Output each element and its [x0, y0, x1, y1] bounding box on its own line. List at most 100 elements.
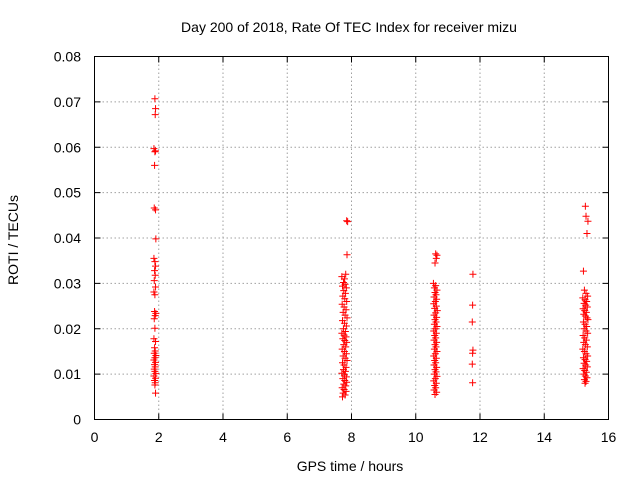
data-point [152, 337, 160, 345]
plot-frame [94, 56, 609, 420]
data-point [432, 250, 440, 258]
data-point [150, 277, 158, 285]
data-point [579, 354, 587, 362]
data-point [339, 335, 347, 343]
data-point [342, 270, 350, 278]
data-point [339, 282, 347, 290]
data-point [344, 218, 352, 226]
data-point [431, 259, 439, 267]
data-point [151, 148, 159, 156]
data-point [582, 212, 590, 220]
data-point [150, 254, 158, 262]
data-point [584, 292, 592, 300]
data-point [341, 376, 349, 384]
data-point [581, 202, 589, 210]
data-point [580, 376, 588, 384]
y-tick-labels: 0 0.01 0.02 0.03 0.04 0.05 0.06 0.07 0.08 [54, 49, 81, 428]
data-point [342, 333, 350, 341]
chart-title: Day 200 of 2018, Rate Of TEC Index for r… [181, 19, 517, 35]
y-tick-label: 0.06 [54, 139, 81, 155]
data-point [343, 298, 351, 306]
data-point [432, 254, 440, 262]
data-point [152, 283, 160, 291]
data-point [579, 305, 587, 313]
data-point [583, 363, 591, 371]
data-point [583, 229, 591, 237]
x-tick-label: 6 [283, 429, 291, 445]
data-point [339, 375, 347, 383]
data-point [581, 372, 589, 380]
data-point [151, 267, 159, 275]
data-point [339, 278, 347, 286]
data-point [468, 360, 476, 368]
data-point [581, 312, 589, 320]
data-point [340, 386, 348, 394]
data-point [341, 327, 349, 335]
data-point [341, 367, 349, 375]
y-axis-label: ROTI / TECUs [5, 195, 21, 285]
x-tick-label: 10 [408, 429, 424, 445]
data-point [339, 393, 347, 401]
data-point [151, 312, 159, 320]
data-point [584, 352, 592, 360]
data-point [431, 391, 439, 399]
grid [94, 56, 609, 420]
data-point [581, 379, 589, 387]
data-point [582, 377, 590, 385]
data-point [580, 370, 588, 378]
y-tick-label: 0.08 [54, 49, 81, 65]
data-point [469, 379, 477, 387]
data-point [342, 343, 350, 351]
data-point [579, 365, 587, 373]
data-point [583, 343, 591, 351]
data-point [581, 307, 589, 315]
x-tick-label: 12 [472, 429, 488, 445]
data-point [152, 235, 160, 243]
data-point [150, 204, 158, 212]
data-point [151, 95, 159, 103]
data-point [151, 308, 159, 316]
x-tick-label: 14 [536, 429, 552, 445]
data-point [584, 316, 592, 324]
data-point [151, 381, 159, 389]
data-point [342, 387, 350, 395]
y-tick-label: 0.03 [54, 275, 81, 291]
x-tick-labels: 0 2 4 6 8 10 12 14 16 [91, 429, 617, 445]
data-point [343, 314, 351, 322]
data-point [582, 301, 590, 309]
data-point [580, 359, 588, 367]
data-point [151, 271, 159, 279]
data-point [343, 217, 351, 225]
data-point [338, 384, 346, 392]
data-point [580, 286, 588, 294]
data-point [469, 301, 477, 309]
data-point [584, 217, 592, 225]
x-tick-label: 4 [219, 429, 227, 445]
data-point [150, 315, 158, 323]
x-tick-label: 8 [348, 429, 356, 445]
data-point [151, 258, 159, 266]
data-point [343, 251, 351, 259]
data-point [433, 251, 441, 259]
x-tick-label: 2 [155, 429, 163, 445]
y-tick-label: 0.07 [54, 94, 81, 110]
data-point [469, 270, 477, 278]
data-point [152, 206, 160, 214]
data-point [580, 299, 588, 307]
data-point [583, 314, 591, 322]
data-point [343, 378, 351, 386]
data-point [584, 329, 592, 337]
y-tick-label: 0.01 [54, 366, 81, 382]
data-point [152, 105, 160, 113]
data-point [582, 361, 590, 369]
data-points [150, 95, 592, 401]
data-point [151, 161, 159, 169]
data-point [343, 357, 351, 365]
data-point [151, 324, 159, 332]
y-tick-label: 0.05 [54, 185, 81, 201]
data-point [581, 356, 589, 364]
data-point [583, 303, 591, 311]
data-point [152, 147, 160, 155]
data-point [340, 275, 348, 283]
y-tick-label: 0 [73, 412, 81, 428]
